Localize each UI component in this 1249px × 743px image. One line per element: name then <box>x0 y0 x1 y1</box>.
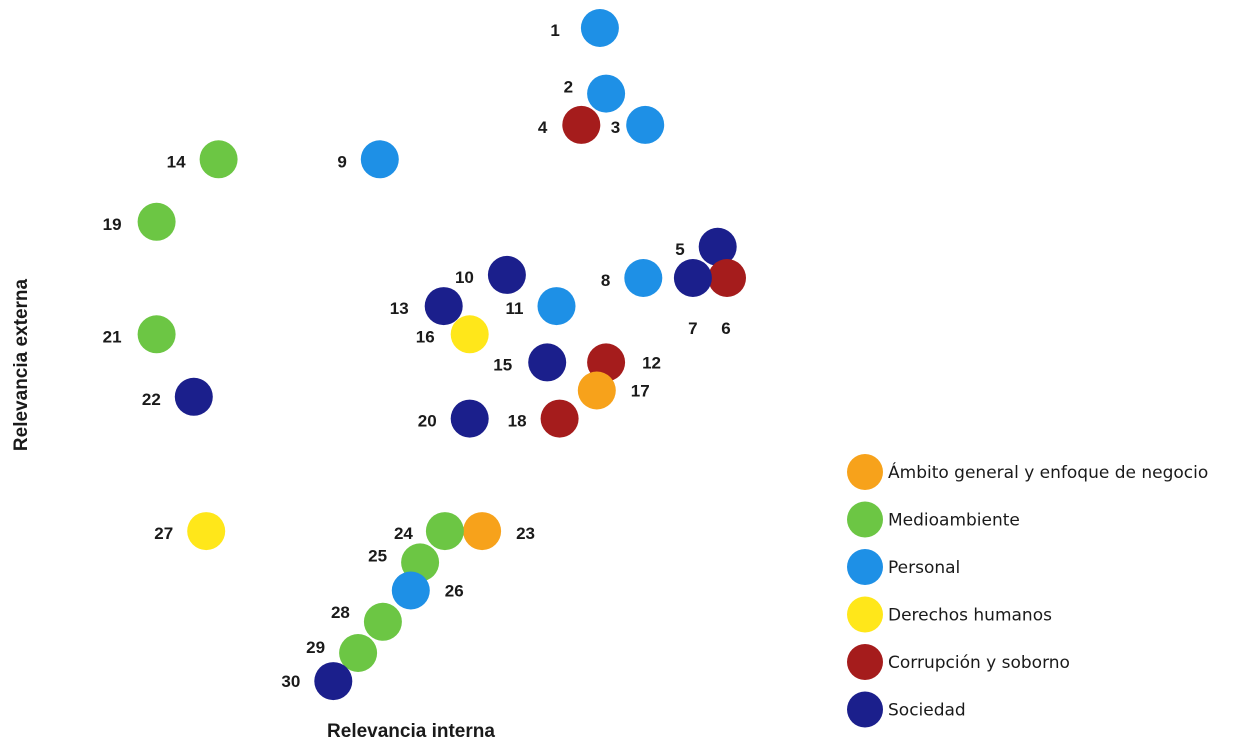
point-11 <box>537 287 576 326</box>
point-23 <box>463 512 502 551</box>
x-axis-label: Relevancia interna <box>327 721 495 742</box>
points-layer: 1234567891011121314151617181920212223242… <box>103 9 746 701</box>
point-label-10: 10 <box>455 268 474 287</box>
point-label-6: 6 <box>721 319 730 338</box>
point-4 <box>562 105 601 144</box>
point-label-5: 5 <box>675 240 684 259</box>
legend-label-personal: Personal <box>888 558 960 578</box>
point-1 <box>580 9 619 47</box>
point-27 <box>187 512 226 551</box>
point-label-19: 19 <box>103 215 122 234</box>
legend-label-medio: Medioambiente <box>888 511 1020 531</box>
point-29 <box>339 634 378 672</box>
point-24 <box>425 512 464 551</box>
legend-swatch-ddhh <box>847 596 883 633</box>
legend-swatch-general <box>847 454 883 490</box>
point-9 <box>360 140 399 179</box>
point-label-20: 20 <box>418 412 437 431</box>
legend-item-general: Ámbito general y enfoque de negocio <box>847 454 1208 490</box>
point-5 <box>698 227 737 266</box>
point-label-12: 12 <box>642 353 661 372</box>
point-28 <box>363 602 402 641</box>
point-label-1: 1 <box>550 21 559 40</box>
point-19 <box>137 202 176 241</box>
point-20 <box>450 399 489 438</box>
point-label-3: 3 <box>611 118 620 137</box>
point-21 <box>137 315 176 354</box>
legend-swatch-corrupcion <box>847 644 883 680</box>
point-6 <box>708 259 746 297</box>
legend-item-medio: Medioambiente <box>847 501 1020 538</box>
point-label-17: 17 <box>631 382 650 401</box>
y-axis-label: Relevancia externa <box>11 278 32 451</box>
point-label-8: 8 <box>601 271 610 290</box>
legend-swatch-personal <box>847 549 883 585</box>
point-label-15: 15 <box>493 355 512 374</box>
point-8 <box>624 259 663 297</box>
legend-item-sociedad: Sociedad <box>847 691 966 728</box>
legend-label-ddhh: Derechos humanos <box>888 606 1052 626</box>
point-label-27: 27 <box>154 524 173 543</box>
point-3 <box>626 105 665 144</box>
legend-label-sociedad: Sociedad <box>888 701 966 721</box>
point-label-14: 14 <box>167 152 186 171</box>
point-label-28: 28 <box>331 603 350 622</box>
point-2 <box>587 74 626 113</box>
point-label-2: 2 <box>564 78 573 97</box>
legend-swatch-sociedad <box>847 691 883 728</box>
point-14 <box>199 140 238 179</box>
point-label-11: 11 <box>506 299 524 318</box>
legend: Ámbito general y enfoque de negocio Medio… <box>847 454 1208 728</box>
legend-item-ddhh: Derechos humanos <box>847 596 1052 633</box>
point-label-22: 22 <box>142 390 161 409</box>
point-10 <box>487 255 526 294</box>
point-7 <box>673 259 712 297</box>
point-label-21: 21 <box>103 327 122 346</box>
point-30 <box>314 662 353 701</box>
point-label-9: 9 <box>337 152 346 171</box>
point-17 <box>577 371 616 410</box>
legend-item-corrupcion: Corrupción y soborno <box>847 644 1070 680</box>
point-label-18: 18 <box>508 412 527 431</box>
point-15 <box>528 343 567 382</box>
point-22 <box>174 377 213 416</box>
point-13 <box>424 287 463 326</box>
point-label-26: 26 <box>445 582 464 601</box>
point-label-16: 16 <box>416 327 435 346</box>
point-label-25: 25 <box>368 546 387 565</box>
point-label-24: 24 <box>394 524 413 543</box>
point-16 <box>450 315 489 354</box>
point-label-13: 13 <box>390 299 409 318</box>
point-label-4: 4 <box>538 118 548 137</box>
legend-item-personal: Personal <box>847 549 960 585</box>
legend-swatch-medio <box>847 501 883 538</box>
legend-label-general: Ámbito general y enfoque de negocio <box>888 461 1208 483</box>
legend-label-corrupcion: Corrupción y soborno <box>888 653 1070 673</box>
point-18 <box>540 399 579 438</box>
point-label-7: 7 <box>688 319 697 338</box>
point-label-23: 23 <box>516 524 535 543</box>
point-label-29: 29 <box>306 638 325 657</box>
point-label-30: 30 <box>281 672 300 691</box>
point-26 <box>391 571 430 610</box>
